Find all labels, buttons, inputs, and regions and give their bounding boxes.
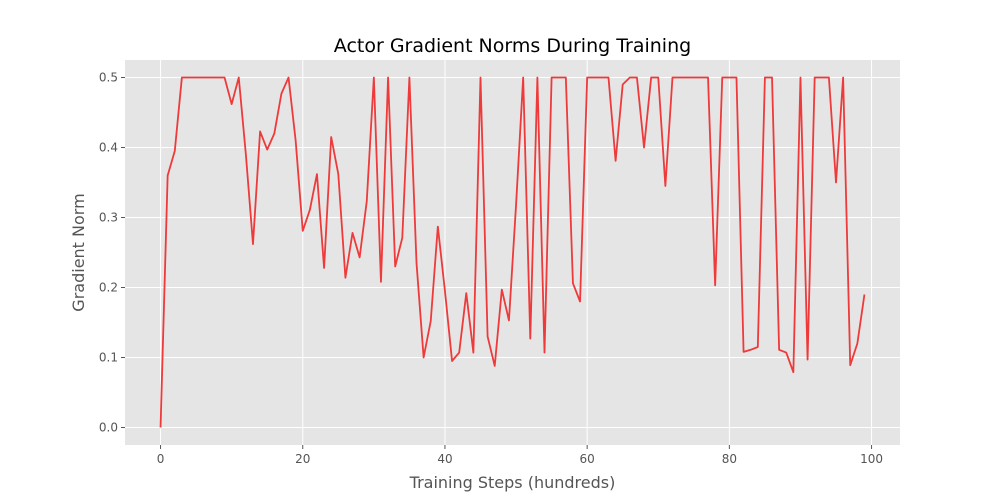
y-tick-label: 0.3 (99, 211, 118, 225)
series-layer (159, 76, 866, 428)
series-line (159, 76, 866, 428)
y-tick-label: 0.5 (99, 71, 118, 85)
y-tick-label: 0.2 (99, 281, 118, 295)
y-tick-label: 0.4 (99, 141, 118, 155)
x-tick-label: 100 (860, 452, 883, 466)
x-tick-label: 60 (580, 452, 595, 466)
x-axis-label: Training Steps (hundreds) (409, 473, 616, 492)
x-tick-label: 0 (157, 452, 165, 466)
y-axis-ticks: 0.0 0.1 0.2 0.3 0.4 0.5 (99, 71, 125, 435)
y-axis-label: Gradient Norm (69, 193, 88, 311)
y-tick-label: 0.0 (99, 421, 118, 435)
x-gridlines (160, 60, 873, 445)
x-axis-ticks: 0 20 40 60 80 100 (157, 445, 883, 466)
x-tick-label: 80 (722, 452, 737, 466)
y-tick-label: 0.1 (99, 351, 118, 365)
chart-title: Actor Gradient Norms During Training (334, 35, 691, 57)
x-tick-label: 40 (437, 452, 452, 466)
x-tick-label: 20 (295, 452, 310, 466)
